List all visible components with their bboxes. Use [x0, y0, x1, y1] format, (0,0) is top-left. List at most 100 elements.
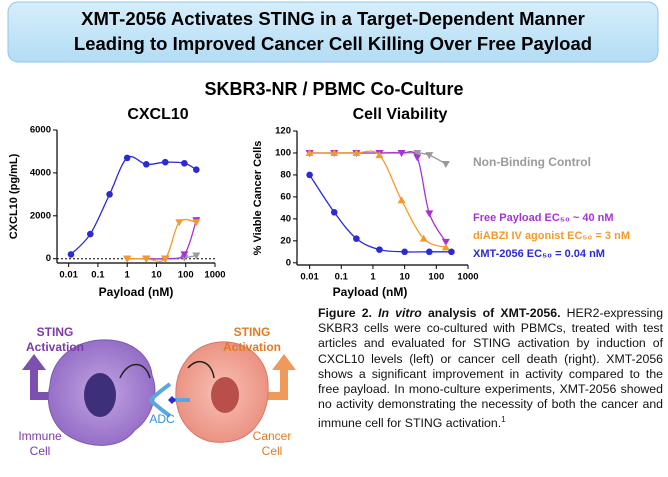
point — [413, 149, 422, 157]
point — [193, 166, 200, 173]
point — [397, 196, 406, 204]
x-tick-label: 0.1 — [335, 272, 349, 283]
caption-ref: 1 — [501, 415, 506, 425]
point — [376, 246, 383, 253]
point — [192, 252, 201, 260]
point — [306, 171, 313, 179]
diagram-label: STING — [234, 325, 271, 339]
y-tick-label: 0 — [46, 253, 51, 264]
point — [305, 148, 314, 156]
point — [175, 219, 184, 227]
nucleus — [211, 377, 239, 413]
adc-icon — [148, 382, 190, 418]
y-tick-label: 120 — [275, 126, 291, 137]
point — [106, 191, 113, 198]
diagram-label: Cancer — [253, 429, 292, 443]
legend-label: XMT-2056 EC₅₀ = 0.04 nM — [473, 248, 605, 260]
x-tick-label: 1 — [370, 272, 376, 283]
diagram-label: Immune — [18, 429, 62, 443]
point — [180, 251, 189, 259]
point — [181, 159, 188, 167]
x-tick-label: 100 — [428, 272, 444, 283]
fit-line — [70, 156, 197, 255]
point — [448, 248, 455, 256]
x-axis-label: Payload (nM) — [99, 285, 174, 299]
caption-lead: analysis of XMT-2056. — [427, 306, 561, 320]
subtitle: SKBR3-NR / PBMC Co-Culture — [205, 79, 464, 99]
diagram: STING Activation STING Activation ADC Im… — [18, 325, 296, 458]
caption-italic: In vitro — [378, 306, 422, 320]
y-tick-label: 40 — [280, 213, 291, 224]
fit-line — [309, 151, 447, 243]
y-axis-label: CXCL10 (pg/mL) — [8, 153, 20, 239]
point — [397, 149, 406, 157]
caption-body: HER2-expressing SKBR3 cells were co-cult… — [318, 306, 664, 431]
point — [87, 230, 94, 238]
point — [143, 161, 150, 168]
y-tick-label: 60 — [280, 191, 291, 202]
arrow — [258, 354, 296, 400]
x-tick-label: 10 — [151, 270, 162, 281]
arrow — [187, 360, 215, 379]
x-tick-label: 0.01 — [59, 270, 78, 281]
y-tick-label: 0 — [286, 257, 291, 268]
caption: Figure 2. In vitro analysis of XMT-2056.… — [318, 306, 663, 432]
legend-label: Non-Binding Control — [473, 155, 591, 169]
point — [375, 151, 384, 159]
point — [330, 208, 338, 216]
x-tick-label: 1 — [125, 270, 131, 281]
x-tick-label: 0.1 — [91, 270, 105, 281]
arrow — [119, 363, 151, 379]
legend-label: diABZI IV agonist EC₅₀ = 3 nM — [473, 230, 630, 242]
point — [441, 238, 450, 246]
diagram-label: ADC — [149, 412, 175, 426]
diagram-label: STING — [37, 325, 74, 339]
point — [425, 210, 434, 218]
point — [192, 219, 201, 227]
x-axis-label: Payload (nM) — [333, 285, 408, 299]
chart-title: Cell Viability — [353, 106, 448, 123]
point — [123, 154, 131, 162]
point — [401, 248, 408, 256]
arrow — [22, 354, 60, 400]
point — [161, 158, 169, 166]
point — [161, 255, 170, 263]
x-tick-label: 10 — [399, 272, 410, 283]
caption-figure: Figure 2. — [318, 306, 372, 320]
point — [413, 154, 422, 162]
point — [441, 243, 450, 251]
point — [330, 148, 339, 156]
y-tick-label: 4000 — [30, 167, 51, 178]
point — [123, 255, 132, 263]
diagram-label: Activation — [223, 340, 281, 354]
y-tick-label: 6000 — [30, 125, 51, 136]
point — [352, 148, 361, 156]
y-axis-label: % Viable Cancer Cells — [252, 141, 264, 256]
point — [353, 235, 360, 242]
x-tick-label: 1000 — [457, 272, 478, 283]
nucleus — [84, 373, 116, 417]
point — [441, 160, 450, 168]
y-tick-label: 80 — [280, 169, 291, 180]
point — [142, 255, 151, 263]
y-tick-label: 100 — [275, 147, 291, 158]
legend-label: Free Payload EC₅₀ ~ 40 nM — [473, 212, 614, 224]
y-tick-label: 2000 — [30, 210, 51, 221]
header-title: XMT-2056 Activates STING in a Target-Dep… — [81, 8, 585, 29]
diagram-label: Cell — [30, 444, 51, 458]
payload — [168, 396, 176, 404]
header-title: Leading to Improved Cancer Cell Killing … — [74, 33, 592, 54]
y-tick-label: 20 — [280, 235, 291, 246]
point — [425, 152, 434, 160]
x-tick-label: 1000 — [204, 270, 225, 281]
point — [419, 234, 428, 242]
chart-title: CXCL10 — [127, 106, 188, 123]
point — [67, 251, 75, 258]
x-tick-label: 100 — [178, 270, 194, 281]
point — [425, 248, 433, 256]
x-tick-label: 0.01 — [300, 272, 319, 283]
diagram-label: Activation — [26, 340, 84, 354]
diagram-label: Cell — [262, 444, 283, 458]
